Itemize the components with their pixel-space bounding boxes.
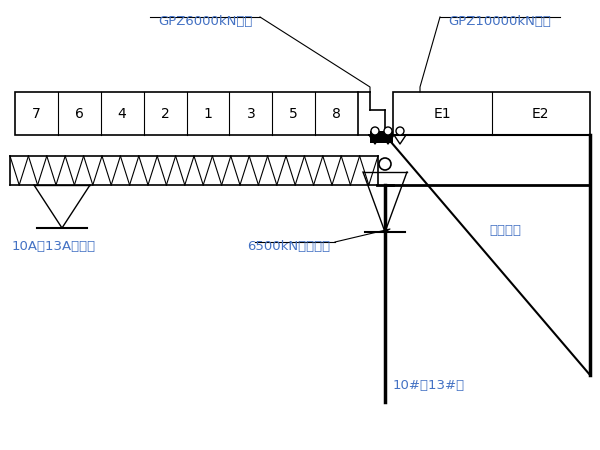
Text: 5: 5 <box>289 107 298 121</box>
Circle shape <box>384 127 392 135</box>
Text: GPZ10000kN支座: GPZ10000kN支座 <box>449 15 551 28</box>
Text: E2: E2 <box>532 107 550 121</box>
Bar <box>393 92 590 135</box>
Text: 6500kN临时支座: 6500kN临时支座 <box>247 240 330 253</box>
Bar <box>370 131 393 143</box>
Text: 8: 8 <box>332 107 341 121</box>
Text: E1: E1 <box>433 107 451 121</box>
Text: 1: 1 <box>203 107 212 121</box>
Circle shape <box>396 127 404 135</box>
Text: 10#、13#墓: 10#、13#墓 <box>393 379 465 392</box>
Text: 7: 7 <box>32 107 41 121</box>
Text: 4: 4 <box>118 107 127 121</box>
Text: GPZ6000kN支座: GPZ6000kN支座 <box>158 15 252 28</box>
Bar <box>15 92 358 135</box>
Text: 6: 6 <box>75 107 84 121</box>
Circle shape <box>371 127 379 135</box>
Circle shape <box>379 158 391 170</box>
Text: 墓旁托架: 墓旁托架 <box>489 224 521 237</box>
Text: 10A、13A临时墓: 10A、13A临时墓 <box>12 240 96 253</box>
Text: 2: 2 <box>161 107 169 121</box>
Text: 3: 3 <box>247 107 255 121</box>
